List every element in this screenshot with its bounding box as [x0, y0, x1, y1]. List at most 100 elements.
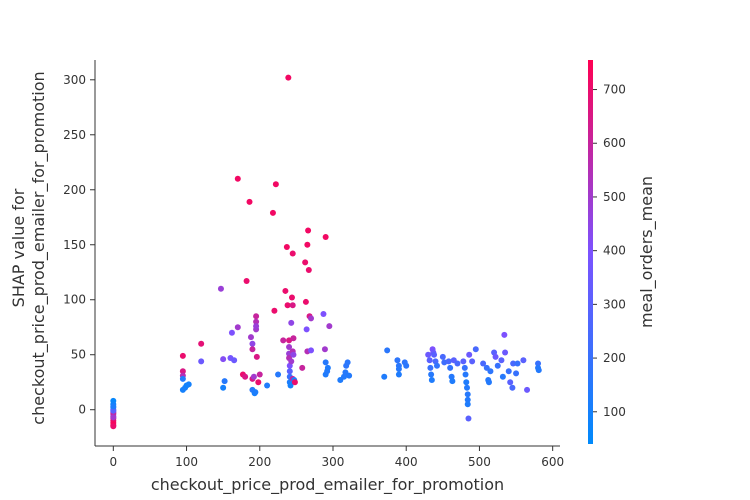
data-point: [179, 375, 186, 382]
data-point: [110, 423, 117, 430]
data-point: [289, 302, 296, 309]
data-point: [290, 335, 297, 342]
data-point: [289, 250, 296, 257]
scatter-points: [110, 74, 542, 430]
data-point: [394, 357, 401, 364]
data-point: [179, 352, 186, 359]
data-point: [285, 74, 292, 81]
data-point: [246, 198, 253, 205]
data-point: [198, 340, 205, 347]
data-point: [231, 357, 238, 364]
data-point: [498, 357, 505, 364]
data-point: [466, 351, 473, 358]
data-point: [269, 209, 276, 216]
data-point: [460, 358, 467, 365]
data-point: [427, 364, 434, 371]
y-axis-title-line-2: checkout_price_prod_emailer_for_promotio…: [29, 71, 49, 424]
x-tick-label: 500: [468, 455, 491, 469]
data-point: [513, 370, 520, 377]
data-point: [464, 401, 471, 408]
data-point: [322, 234, 329, 241]
data-point: [465, 415, 472, 422]
x-axis-ticks: 0 100 200 300 400 500 600: [109, 446, 564, 469]
data-point: [464, 396, 471, 403]
colorbar-tick-label: 200: [603, 351, 626, 365]
data-point: [303, 326, 310, 333]
data-point: [228, 329, 235, 336]
x-axis-title: checkout_price_prod_emailer_for_promotio…: [151, 475, 504, 495]
x-tick-label: 0: [109, 455, 117, 469]
data-point: [326, 323, 333, 330]
data-point: [110, 407, 117, 414]
data-point: [535, 360, 542, 367]
data-point: [426, 357, 433, 364]
data-point: [256, 371, 263, 378]
data-point: [283, 243, 290, 250]
data-point: [445, 358, 452, 365]
data-point: [290, 351, 297, 358]
data-point: [286, 344, 293, 351]
data-point: [344, 359, 351, 366]
data-point: [271, 307, 278, 314]
colorbar-ticks: 100 200 300 400 500 600 700: [593, 83, 626, 419]
data-point: [463, 379, 470, 386]
data-point: [220, 384, 227, 391]
data-point: [384, 347, 391, 354]
data-point: [305, 227, 312, 234]
data-point: [249, 340, 256, 347]
data-point: [514, 360, 521, 367]
data-point: [243, 278, 250, 285]
data-point: [501, 331, 508, 338]
y-tick-label: 200: [63, 183, 86, 197]
data-point: [346, 372, 353, 379]
data-point: [221, 378, 228, 385]
colorbar: [588, 60, 593, 444]
data-point: [321, 346, 328, 353]
data-point: [253, 313, 260, 320]
colorbar-tick-label: 700: [603, 83, 626, 97]
data-point: [305, 267, 312, 274]
data-point: [428, 377, 435, 384]
data-point: [302, 298, 309, 305]
data-point: [291, 379, 298, 386]
data-point: [439, 353, 446, 360]
data-point: [253, 353, 260, 360]
colorbar-tick-label: 100: [603, 405, 626, 419]
y-tick-label: 0: [78, 403, 86, 417]
y-tick-label: 250: [63, 128, 86, 142]
data-point: [284, 302, 291, 309]
data-point: [403, 362, 410, 369]
data-point: [110, 414, 117, 421]
data-point: [280, 337, 287, 344]
data-point: [485, 379, 492, 386]
colorbar-title: meal_orders_mean: [637, 176, 657, 328]
data-point: [454, 360, 461, 367]
data-point: [431, 351, 438, 358]
data-point: [524, 386, 531, 393]
data-point: [449, 378, 456, 385]
data-point: [464, 384, 470, 391]
y-tick-label: 50: [71, 348, 86, 362]
data-point: [520, 357, 527, 364]
data-point: [505, 368, 512, 375]
colorbar-tick-label: 400: [603, 244, 626, 258]
data-point: [308, 347, 315, 354]
data-point: [480, 360, 487, 367]
data-point: [242, 373, 249, 380]
data-point: [499, 373, 506, 380]
data-point: [492, 353, 499, 360]
data-point: [253, 323, 260, 330]
data-point: [110, 403, 117, 410]
data-point: [509, 384, 516, 391]
data-point: [469, 358, 476, 365]
data-point: [447, 364, 454, 371]
data-point: [304, 241, 311, 248]
data-point: [253, 318, 260, 325]
data-point: [395, 366, 402, 373]
data-point: [234, 324, 241, 331]
x-tick-label: 200: [248, 455, 271, 469]
y-tick-label: 100: [63, 293, 86, 307]
data-point: [249, 346, 256, 353]
data-point: [322, 359, 329, 366]
data-point: [299, 364, 306, 371]
